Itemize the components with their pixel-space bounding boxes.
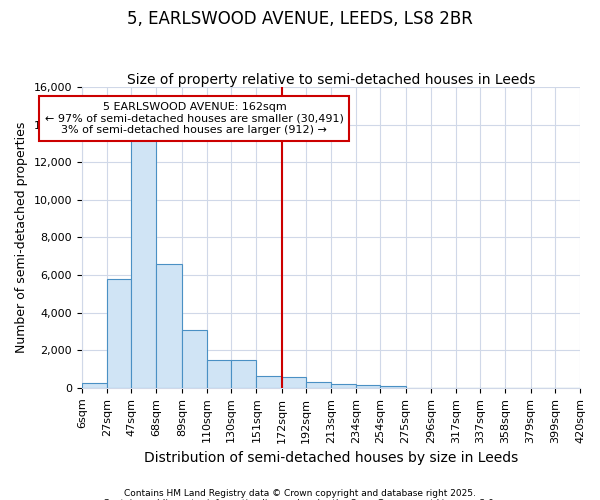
Bar [157,264,182,388]
Bar [131,140,157,388]
Bar [281,376,305,388]
Bar [207,360,231,388]
Bar [231,360,256,388]
Bar [256,376,281,388]
Text: Contains public sector information licensed under the Open Government Licence v3: Contains public sector information licen… [103,498,497,500]
Bar [107,279,131,388]
Y-axis label: Number of semi-detached properties: Number of semi-detached properties [15,122,28,353]
Bar [380,386,406,388]
Title: Size of property relative to semi-detached houses in Leeds: Size of property relative to semi-detach… [127,73,535,87]
X-axis label: Distribution of semi-detached houses by size in Leeds: Distribution of semi-detached houses by … [144,451,518,465]
Text: Contains HM Land Registry data © Crown copyright and database right 2025.: Contains HM Land Registry data © Crown c… [124,488,476,498]
Bar [305,382,331,388]
Bar [356,386,380,388]
Bar [182,330,207,388]
Bar [82,383,107,388]
Text: 5, EARLSWOOD AVENUE, LEEDS, LS8 2BR: 5, EARLSWOOD AVENUE, LEEDS, LS8 2BR [127,10,473,28]
Text: 5 EARLSWOOD AVENUE: 162sqm
← 97% of semi-detached houses are smaller (30,491)
3%: 5 EARLSWOOD AVENUE: 162sqm ← 97% of semi… [45,102,344,135]
Bar [331,384,356,388]
